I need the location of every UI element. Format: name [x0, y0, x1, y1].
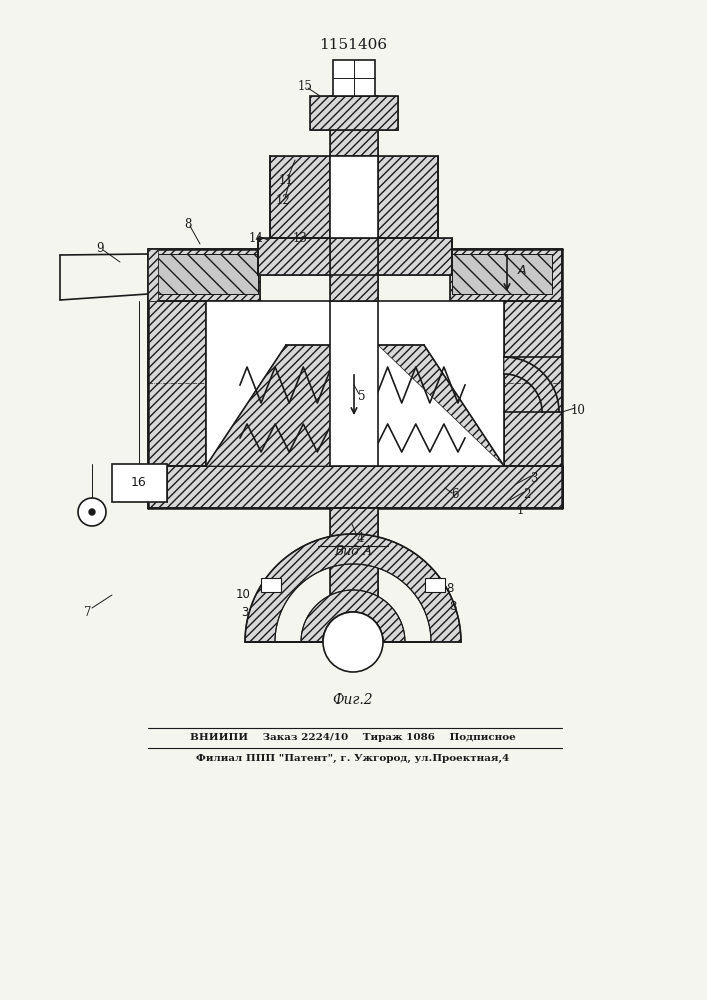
Text: 3: 3: [241, 605, 249, 618]
Bar: [330, 96, 378, 301]
Text: 1: 1: [516, 504, 524, 516]
Text: 14: 14: [249, 232, 264, 244]
Bar: [206, 301, 504, 466]
Bar: [261, 578, 281, 592]
Text: 8: 8: [450, 600, 457, 613]
Text: 2: 2: [523, 488, 531, 500]
Bar: [112, 464, 167, 502]
Circle shape: [323, 612, 383, 672]
Text: А: А: [518, 263, 527, 276]
Polygon shape: [378, 345, 504, 466]
Text: 12: 12: [276, 194, 291, 207]
Text: 16: 16: [131, 477, 147, 489]
Bar: [148, 249, 260, 301]
Circle shape: [78, 498, 106, 526]
Text: 15: 15: [298, 81, 312, 94]
Circle shape: [89, 509, 95, 515]
Bar: [310, 96, 398, 130]
Text: 10: 10: [571, 403, 585, 416]
Bar: [158, 254, 258, 294]
Bar: [330, 508, 378, 650]
Bar: [148, 301, 206, 466]
Bar: [148, 466, 563, 508]
Bar: [450, 249, 562, 301]
Text: 3: 3: [530, 472, 538, 485]
Bar: [158, 254, 258, 294]
Text: 7: 7: [84, 605, 92, 618]
Text: Фиг.1: Фиг.1: [333, 521, 373, 535]
Bar: [330, 508, 378, 650]
Bar: [270, 156, 438, 238]
Polygon shape: [301, 590, 405, 642]
Bar: [330, 156, 378, 238]
Bar: [452, 254, 552, 294]
Bar: [330, 301, 378, 466]
Bar: [148, 301, 206, 466]
Polygon shape: [206, 345, 330, 466]
Bar: [148, 249, 158, 301]
Text: ВНИИПИ    Заказ 2224/10    Тираж 1086    Подписное: ВНИИПИ Заказ 2224/10 Тираж 1086 Подписно…: [190, 732, 516, 742]
Text: 10: 10: [235, 588, 250, 601]
Polygon shape: [245, 534, 461, 642]
Bar: [452, 254, 552, 294]
Bar: [148, 249, 260, 301]
Text: 1151406: 1151406: [319, 38, 387, 52]
Bar: [148, 466, 563, 508]
Bar: [330, 96, 378, 301]
Text: 4: 4: [356, 532, 363, 544]
Bar: [333, 60, 375, 96]
Text: 8: 8: [185, 218, 192, 231]
Text: Филиал ППП "Патент", г. Ужгород, ул.Проектная,4: Филиал ППП "Патент", г. Ужгород, ул.Прое…: [197, 753, 510, 763]
Bar: [504, 301, 562, 466]
Text: Вид А: Вид А: [334, 545, 373, 558]
Bar: [310, 96, 398, 130]
Bar: [504, 301, 562, 466]
Text: 13: 13: [293, 232, 308, 244]
Bar: [425, 578, 445, 592]
Text: 5: 5: [358, 389, 366, 402]
Text: 6: 6: [451, 488, 459, 502]
Bar: [258, 238, 452, 275]
Polygon shape: [504, 357, 559, 412]
Text: 9: 9: [96, 241, 104, 254]
Bar: [258, 238, 452, 275]
Text: 11: 11: [279, 174, 293, 186]
Text: Фиг.2: Фиг.2: [333, 693, 373, 707]
Bar: [270, 156, 438, 238]
Text: 8: 8: [446, 582, 454, 594]
Bar: [450, 249, 562, 301]
